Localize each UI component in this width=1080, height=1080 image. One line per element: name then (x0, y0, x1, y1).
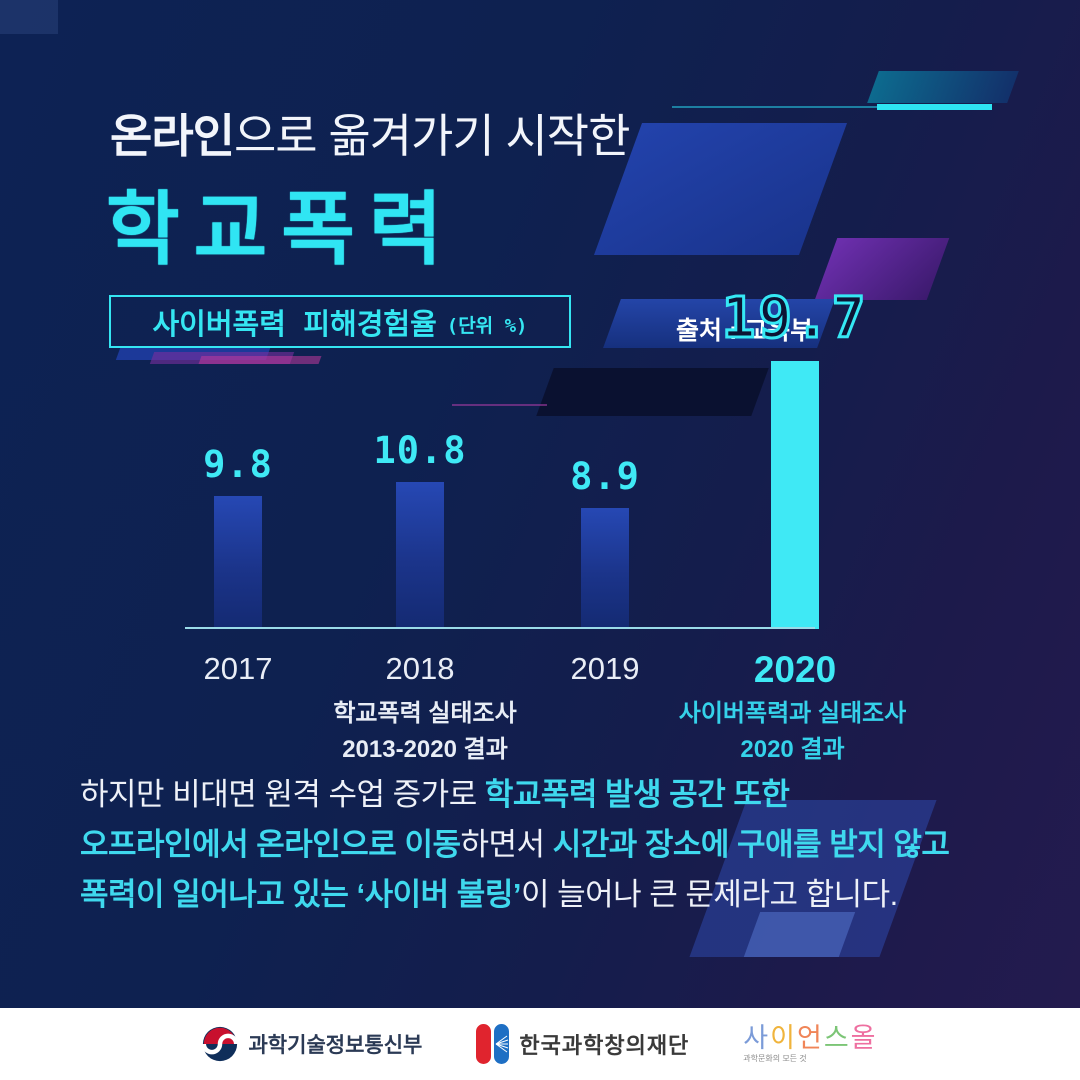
body-line2-normal: 하면서 (460, 827, 553, 862)
scienceall-letter-2: 이 (770, 1023, 797, 1053)
body-line1-normal: 하지만 비대면 원격 수업 증가로 (80, 777, 485, 812)
chart-title-label: 사이버폭력 피해경험율 (152, 306, 437, 341)
body-line3-normal: 이 늘어나 큰 문제라고 합니다. (520, 877, 898, 912)
body-line1-emphasis: 학교폭력 발생 공간 또한 (484, 777, 790, 812)
chart-title-box: 사이버폭력 피해경험율 (단위 %) (109, 295, 571, 348)
bar-chart: 9.8 2017 10.8 2018 8.9 2019 19.7 2020 (185, 285, 867, 690)
kofac-emblem-icon (476, 1024, 510, 1064)
scienceall-tagline: 과학문화의 모든 것 (743, 1054, 807, 1063)
bar-value-2020: 19.7 (720, 285, 869, 353)
bar-2018 (396, 482, 444, 629)
caption-right-line2: 2020 결과 (740, 736, 845, 763)
subtitle-rest: 으로 옮겨가기 시작한 (233, 110, 630, 162)
caption-cyber-survey: 사이버폭력과 실태조사 2020 결과 (650, 696, 935, 768)
page-subtitle: 온라인으로 옮겨가기 시작한 (110, 100, 630, 166)
bar-value-2017: 9.8 (203, 443, 273, 486)
page-title: 학교폭력 (106, 183, 457, 276)
source-label: 출처 : 교육부 (676, 317, 814, 345)
body-line-3: 폭력이 일어나고 있는 ‘사이버 불링’이 늘어나 큰 문제라고 합니다. (80, 870, 1010, 920)
logo-scienceall: 사이언스올 과학문화의 모든 것 (743, 1025, 877, 1063)
kofac-label: 한국과학창의재단 (519, 1033, 690, 1058)
bar-2017 (214, 496, 262, 629)
body-line-1: 하지만 비대면 원격 수업 증가로 학교폭력 발생 공간 또한 (80, 770, 1010, 820)
bar-2019 (581, 508, 629, 629)
bg-magenta-streak (452, 404, 547, 406)
body-line-2: 오프라인에서 온라인으로 이동하면서 시간과 장소에 구애를 받지 않고 (80, 820, 1010, 870)
bg-shape-teal-parallelogram (867, 71, 1019, 103)
axis-label-2019: 2019 (570, 651, 640, 686)
scienceall-letter-4: 스 (823, 1023, 851, 1053)
logo-kofac: 한국과학창의재단 (476, 1024, 689, 1064)
body-paragraph: 하지만 비대면 원격 수업 증가로 학교폭력 발생 공간 또한 오프라인에서 온… (80, 770, 1010, 920)
axis-label-2020: 2020 (753, 649, 837, 690)
chart-baseline (185, 627, 815, 629)
bar-value-2019: 8.9 (570, 455, 640, 498)
axis-label-2017: 2017 (203, 651, 273, 686)
bg-corner-square (0, 0, 58, 34)
axis-label-2018: 2018 (385, 651, 455, 686)
caption-left-line2: 2013-2020 결과 (342, 736, 508, 763)
bg-header-line-bright (877, 104, 992, 110)
subtitle-emphasis: 온라인 (110, 110, 235, 162)
footer-logo-bar: 과학기술정보통신부 한국과학창의재단 (0, 1008, 1080, 1080)
caption-right-line1: 사이버폭력과 실태조사 (678, 700, 907, 727)
caption-left-line1: 학교폭력 실태조사 (333, 700, 517, 727)
bar-2020 (771, 361, 819, 629)
scienceall-letter-3: 언 (796, 1023, 824, 1053)
logo-msit: 과학기술정보통신부 (202, 1026, 422, 1062)
body-line3-emphasis: 폭력이 일어나고 있는 ‘사이버 불링’ (80, 877, 521, 912)
bg-header-line-thin (672, 106, 877, 108)
msit-label: 과학기술정보통신부 (248, 1034, 423, 1057)
body-line2-emphasis-a: 오프라인에서 온라인으로 이동 (80, 827, 461, 862)
scienceall-letter-5: 올 (850, 1023, 878, 1053)
caption-school-survey: 학교폭력 실태조사 2013-2020 결과 (280, 696, 570, 768)
scienceall-letter-1: 사 (743, 1023, 771, 1053)
bar-value-2018: 10.8 (373, 429, 467, 472)
chart-unit-label: (단위 %) (446, 315, 528, 337)
bg-shape-blue-parallelogram (593, 123, 848, 255)
msit-emblem-icon (202, 1026, 239, 1062)
scienceall-wordmark: 사이언스올 (743, 1025, 877, 1052)
body-line2-emphasis-b: 시간과 장소에 구애를 받지 않고 (552, 827, 950, 862)
